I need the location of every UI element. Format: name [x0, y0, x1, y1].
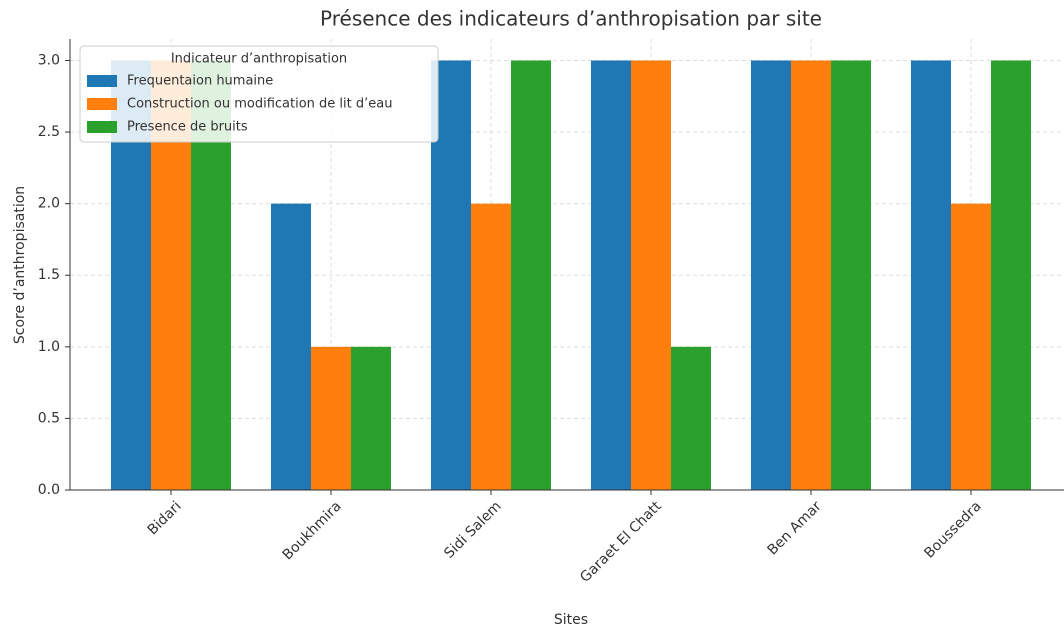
x-tick-label: Sidi Salem	[441, 498, 504, 561]
bar	[591, 60, 631, 490]
y-axis-label: Score d’anthropisation	[12, 186, 28, 344]
x-tick-label: Ben Amar	[764, 498, 824, 558]
legend-swatch	[87, 75, 117, 87]
y-tick-label: 1.0	[38, 339, 60, 355]
x-tick-label: Garaet El Chatt	[577, 498, 665, 586]
bar	[511, 60, 551, 490]
bar	[631, 60, 671, 490]
x-tick-label: Boussedra	[921, 498, 984, 561]
bar	[471, 203, 511, 490]
y-tick-label: 2.5	[38, 124, 60, 140]
legend-label: Presence de bruits	[127, 120, 248, 135]
y-tick-label: 0.5	[38, 410, 60, 426]
legend-swatch	[87, 98, 117, 110]
bar	[311, 346, 351, 490]
bar	[831, 60, 871, 490]
y-tick-label: 2.0	[38, 196, 60, 212]
legend-swatch	[87, 121, 117, 133]
legend-title: Indicateur d’anthropisation	[171, 52, 347, 67]
bar	[271, 203, 311, 490]
legend-box	[79, 45, 439, 143]
bar	[991, 60, 1031, 490]
bar	[951, 203, 991, 490]
bar	[351, 346, 391, 490]
bar	[911, 60, 951, 490]
bar	[751, 60, 791, 490]
x-tick-label: Bidari	[145, 498, 185, 538]
y-tick-label: 0.0	[38, 482, 60, 498]
bar	[791, 60, 831, 490]
y-tick-label: 3.0	[38, 52, 60, 68]
chart-title: Présence des indicateurs d’anthropisatio…	[320, 7, 822, 31]
legend: Indicateur d’anthropisation Frequentaion …	[79, 45, 439, 143]
bar	[671, 346, 711, 490]
legend-label: Construction ou modification de lit d’ea…	[127, 97, 392, 112]
x-tick-label: Boukhmira	[280, 498, 345, 563]
legend-label: Frequentaion humaine	[127, 74, 273, 89]
y-tick-label: 1.5	[38, 267, 60, 283]
x-axis-label: Sites	[554, 612, 588, 628]
